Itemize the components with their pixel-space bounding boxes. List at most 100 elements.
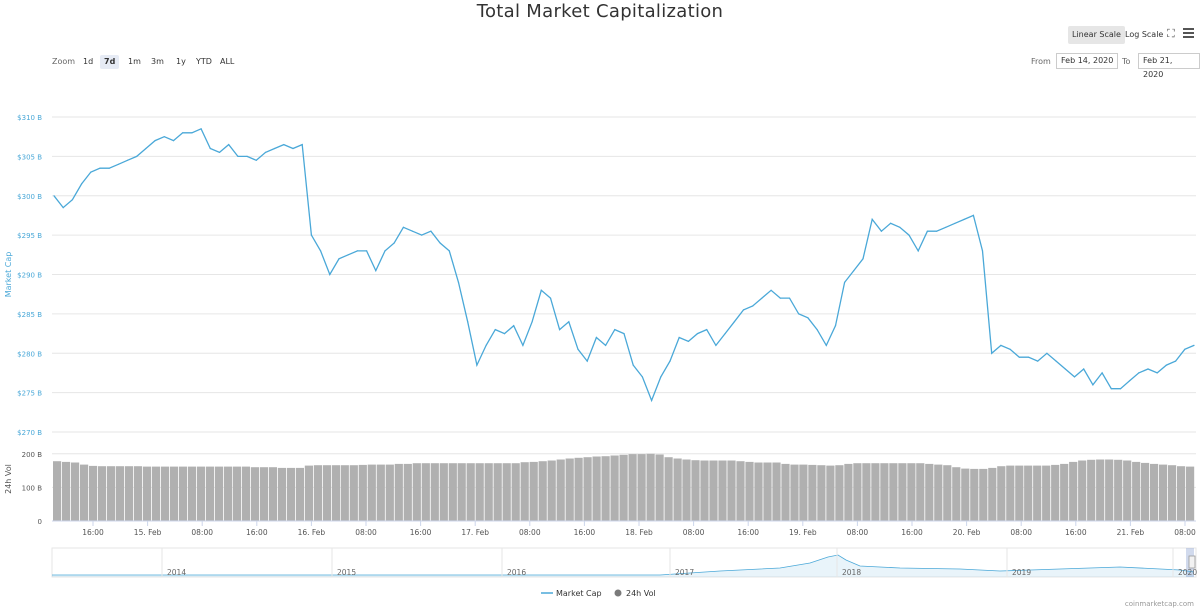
market-cap-point — [136, 155, 138, 157]
zoom-ytd-button[interactable]: YTD — [196, 57, 212, 66]
volume-bar — [349, 465, 358, 521]
volume-bar — [781, 463, 790, 521]
volume-bar — [142, 466, 152, 521]
navigator-year-label: 2017 — [675, 568, 694, 577]
market-cap-point — [320, 250, 322, 252]
market-cap-point — [292, 147, 294, 150]
navigator-frame — [51, 547, 1197, 578]
market-cap-point — [1064, 368, 1066, 370]
volume-bar — [835, 465, 844, 521]
market-cap-point — [1147, 368, 1149, 370]
volume-bar — [1051, 464, 1060, 521]
volume-bar — [790, 464, 799, 521]
market-cap-point — [981, 250, 984, 252]
market-cap-point — [1055, 360, 1057, 362]
volume-bar — [583, 457, 592, 521]
volume-bar — [1177, 466, 1186, 521]
fullscreen-icon[interactable]: ⛶ — [1167, 27, 1175, 40]
volume-bar — [53, 461, 62, 521]
zoom-1d-button[interactable]: 1d — [83, 57, 94, 66]
linear-scale-button[interactable]: Linear Scale — [1068, 26, 1125, 44]
from-label: From — [1031, 57, 1051, 66]
from-date-input[interactable]: Feb 14, 2020 — [1056, 53, 1119, 69]
market-cap-point — [586, 360, 588, 362]
market-cap-point — [494, 329, 496, 331]
market-cap-point — [880, 230, 883, 232]
market-cap-point — [779, 297, 781, 299]
market-cap-point — [696, 333, 699, 335]
zoom-1m-button[interactable]: 1m — [128, 57, 141, 66]
market-cap-point — [301, 144, 303, 146]
y-tick-label: $295 B — [17, 232, 42, 240]
market-cap-point — [402, 226, 404, 228]
volume-bar — [403, 463, 412, 521]
zoom-all-button[interactable]: ALL — [220, 57, 235, 66]
to-date-input[interactable]: Feb 21, 2020 — [1138, 53, 1200, 79]
volume-bar — [925, 463, 934, 521]
x-tick-label: 16:00 — [737, 528, 759, 537]
volume-bar — [1105, 459, 1114, 521]
market-cap-point — [669, 360, 671, 362]
volume-bar — [205, 466, 215, 521]
volume-bar — [115, 466, 125, 521]
volume-bar — [250, 467, 259, 521]
market-cap-point — [53, 195, 55, 197]
market-cap-point — [623, 333, 625, 335]
market-cap-point — [531, 321, 533, 323]
x-tick-label: 08:00 — [683, 528, 705, 537]
volume-bar — [376, 464, 385, 521]
volume-bar — [862, 463, 871, 521]
vol-y-tick-label: 200 B — [22, 451, 43, 459]
market-cap-point — [375, 270, 377, 272]
market-cap-point — [209, 147, 211, 150]
market-cap-point — [724, 333, 726, 335]
credit-label: coinmarketcap.com — [1124, 600, 1194, 608]
volume-bar — [592, 456, 601, 521]
volume-bar — [286, 467, 295, 521]
market-cap-point — [329, 273, 331, 276]
market-cap-point — [1000, 344, 1002, 346]
market-cap-point — [733, 321, 735, 323]
market-cap-point — [540, 289, 542, 291]
market-cap-point — [99, 167, 101, 169]
market-cap-point — [246, 155, 248, 157]
menu-icon[interactable] — [1183, 28, 1194, 38]
volume-bar — [682, 459, 691, 521]
volume-bar — [160, 466, 170, 521]
navigator-area — [52, 555, 1194, 577]
market-cap-point — [1073, 376, 1076, 378]
zoom-7d-button[interactable]: 7d — [100, 55, 120, 69]
market-cap-point — [476, 364, 478, 366]
log-scale-button[interactable]: Log Scale — [1125, 30, 1164, 39]
volume-bar — [988, 467, 997, 521]
volume-bar — [169, 466, 179, 521]
zoom-1y-button[interactable]: 1y — [176, 57, 186, 66]
y-tick-label: $305 B — [17, 153, 42, 161]
volume-bar — [997, 466, 1006, 521]
volume-bar — [979, 468, 988, 521]
volume-bar — [394, 463, 403, 521]
market-cap-point — [1119, 388, 1122, 390]
volume-bar — [799, 464, 808, 521]
volume-bar — [1168, 465, 1177, 521]
market-cap-point — [310, 234, 312, 236]
volume-bar — [952, 467, 961, 521]
market-cap-point — [1193, 344, 1195, 346]
volume-bar — [691, 460, 700, 521]
volume-bar — [475, 463, 484, 521]
x-tick-label: 15. Feb — [134, 528, 162, 537]
zoom-3m-button[interactable]: 3m — [151, 57, 164, 66]
volume-bar — [934, 464, 943, 521]
market-cap-point — [577, 348, 579, 350]
x-tick-label: 17. Feb — [461, 528, 489, 537]
volume-bar — [574, 457, 583, 521]
volume-bar — [709, 460, 718, 521]
volume-bar — [331, 465, 340, 521]
market-cap-point — [687, 340, 690, 342]
volume-bar — [1078, 460, 1087, 521]
market-cap-point — [1037, 360, 1039, 362]
market-cap-point — [200, 128, 202, 130]
market-cap-point — [908, 234, 910, 236]
market-cap-point — [954, 222, 956, 224]
